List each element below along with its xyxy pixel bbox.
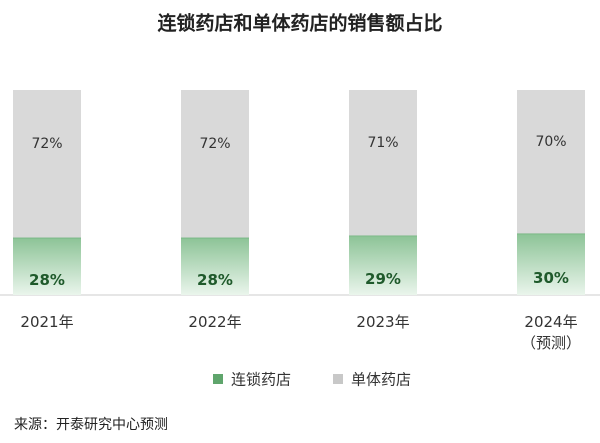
chart-title: 连锁药店和单体药店的销售额占比: [157, 12, 442, 35]
bar-segment: [517, 90, 585, 234]
x-tick-label: 2022年: [188, 313, 242, 331]
value-label: 30%: [533, 269, 569, 287]
value-label: 70%: [535, 134, 566, 150]
bar-segment: [349, 235, 417, 295]
x-tick-label: 2021年: [20, 313, 74, 331]
bar-segment: [13, 90, 81, 238]
value-label: 72%: [31, 136, 62, 152]
bar-segment: [349, 90, 417, 236]
source: 来源：开泰研究中心预测: [14, 417, 168, 433]
bar-segment: [181, 90, 249, 238]
legend-swatch: [333, 374, 343, 384]
bar-segment: [181, 237, 249, 295]
value-label: 72%: [199, 136, 230, 152]
legend-swatch: [213, 374, 223, 384]
legend-label: 连锁药店: [231, 371, 291, 389]
bar-segment: [13, 237, 81, 295]
bar-segment: [517, 233, 585, 295]
value-label: 29%: [365, 270, 401, 288]
x-tick-label: 2024年 （预测）: [520, 313, 581, 352]
legend-label: 单体药店: [351, 371, 411, 389]
value-label: 71%: [367, 135, 398, 151]
value-label: 28%: [29, 271, 65, 289]
x-tick-label: 2023年: [356, 313, 410, 331]
value-label: 28%: [197, 271, 233, 289]
